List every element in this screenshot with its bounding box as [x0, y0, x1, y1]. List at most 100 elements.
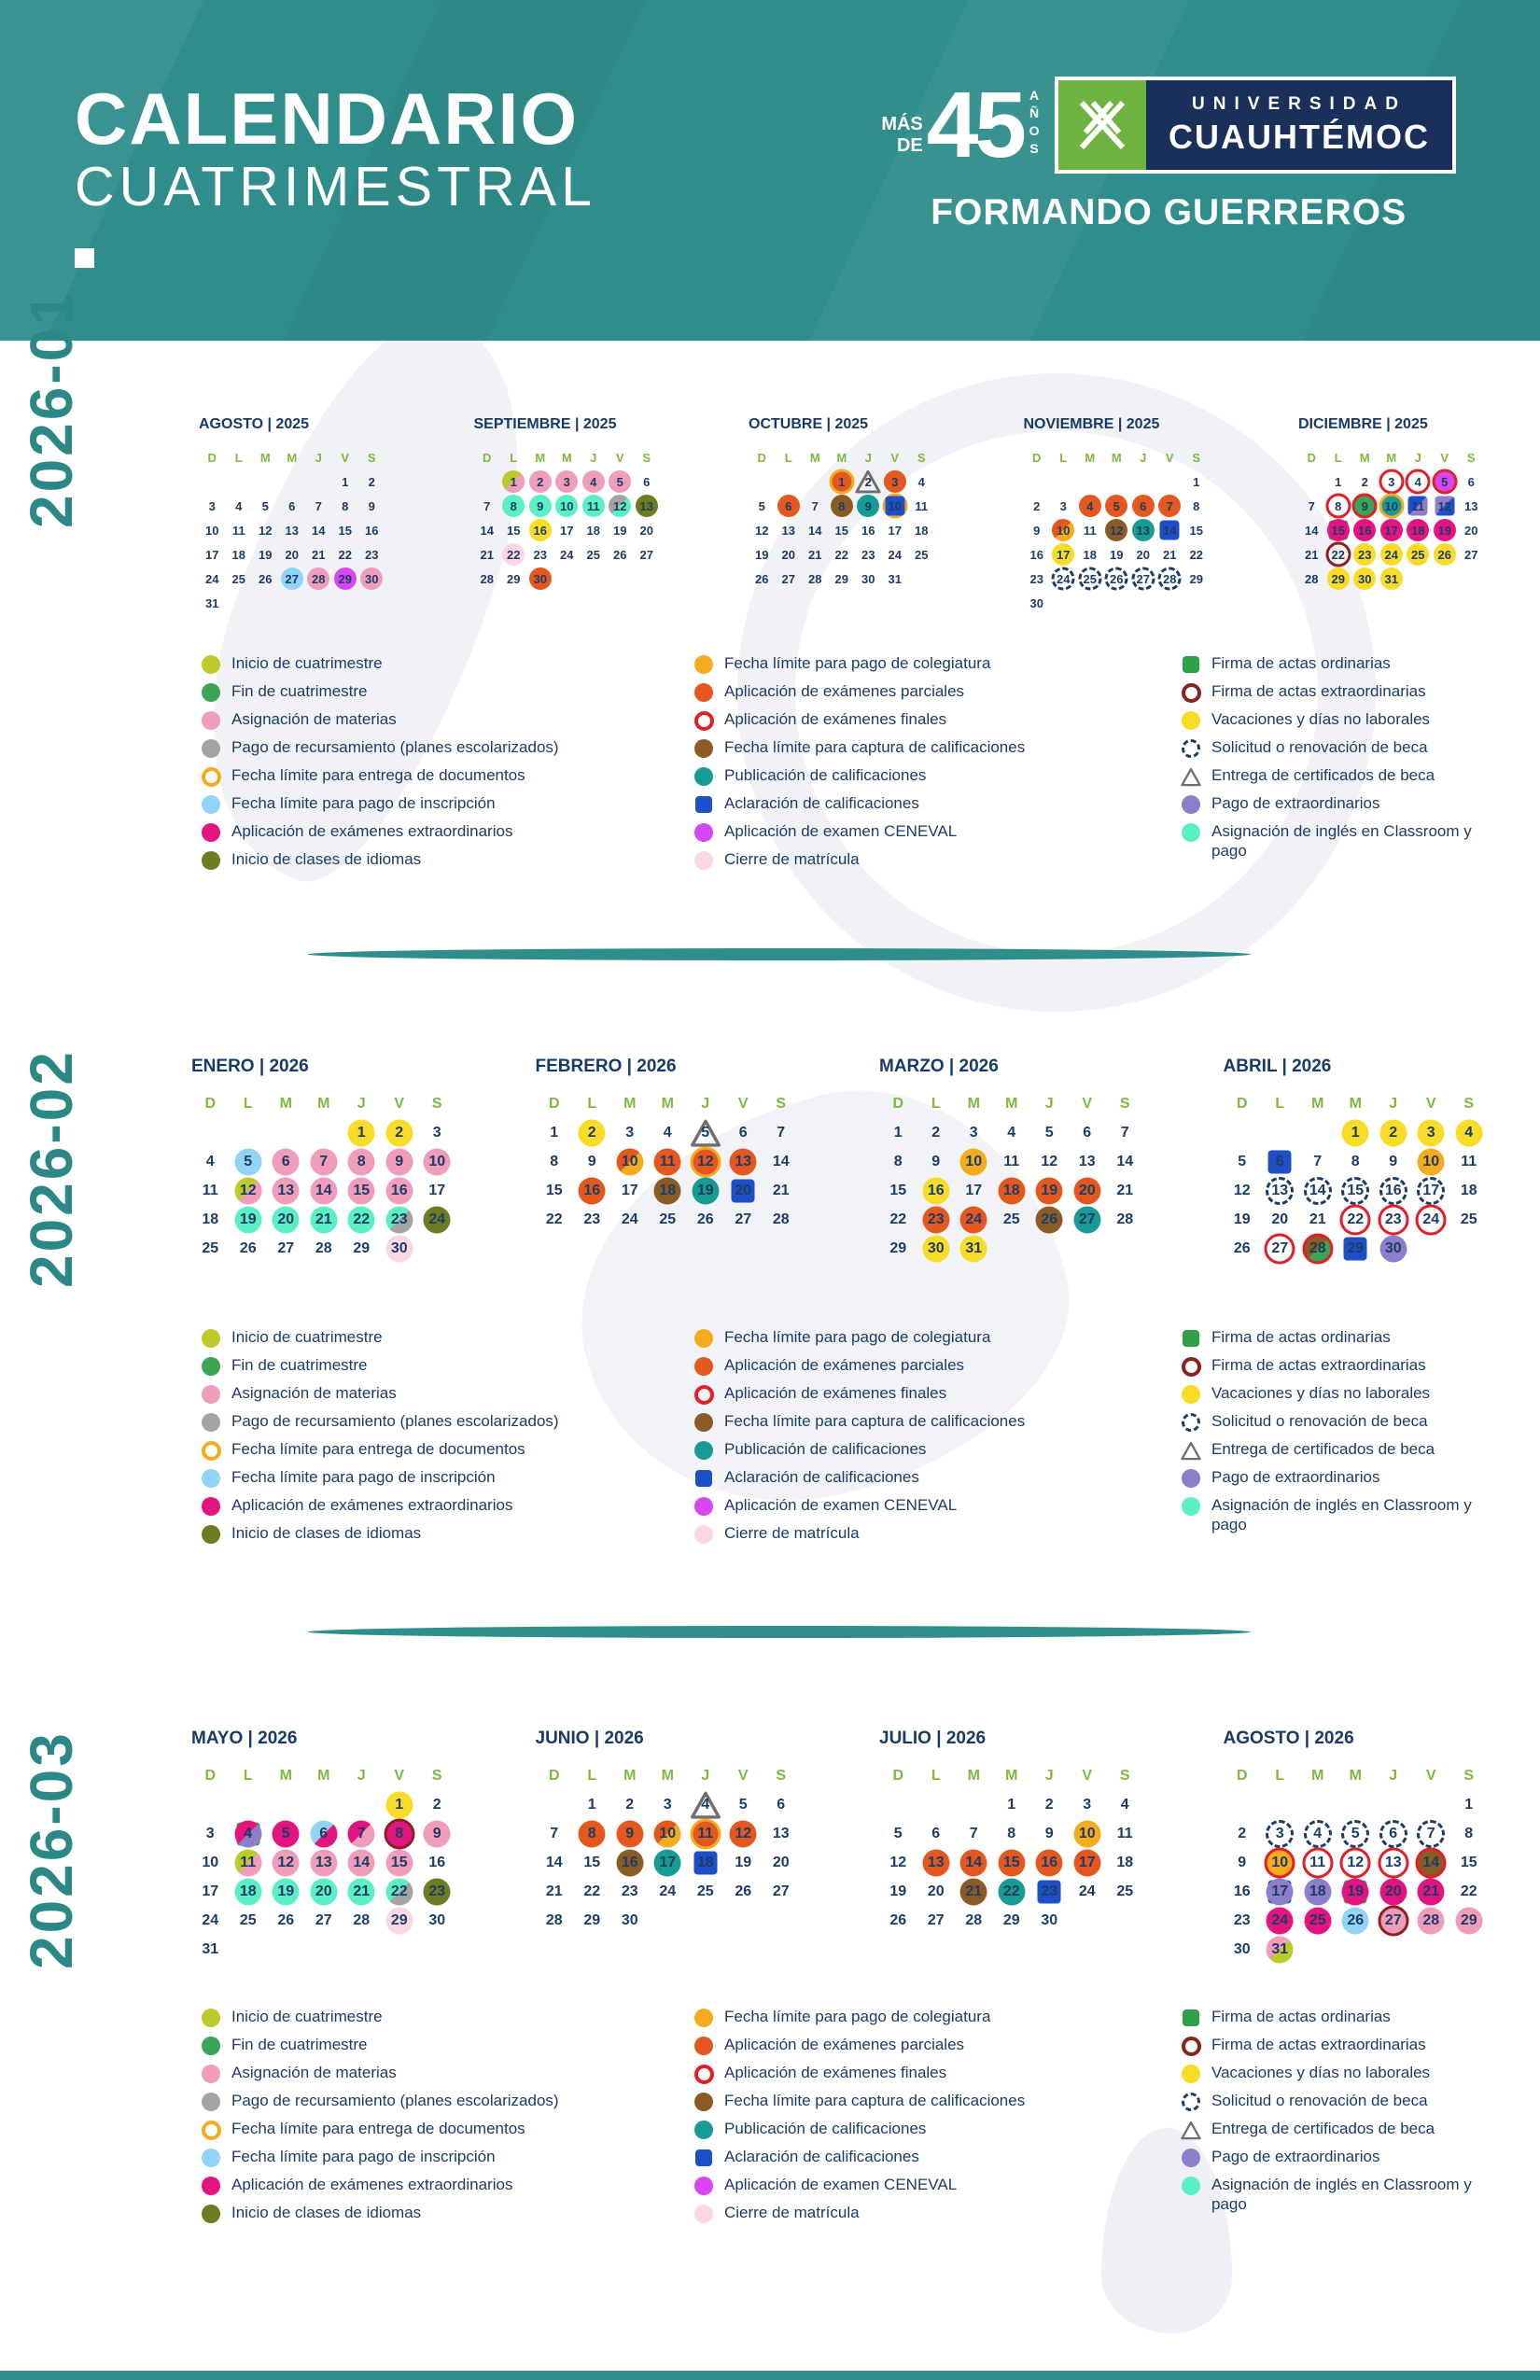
- event-circle-icon: [1433, 519, 1456, 541]
- legend-icon: [693, 2120, 714, 2140]
- day-cell: 26: [252, 567, 279, 591]
- event-ring-icon: [1379, 469, 1405, 495]
- day-cell: 4: [1077, 494, 1104, 518]
- day-cell: 4: [226, 494, 253, 518]
- day-number: 5: [1441, 474, 1449, 489]
- day-cell: 4: [1405, 469, 1432, 495]
- legend-icon: [201, 850, 221, 871]
- day-cell: 16: [1351, 518, 1379, 542]
- day-number: 4: [1086, 498, 1094, 513]
- day-cell: 2: [917, 1118, 956, 1147]
- legend-column: Firma de actas ordinarias Firma de actas …: [1181, 653, 1507, 877]
- legend-item: Entrega de certificados de beca: [1181, 1439, 1507, 1467]
- scholarship-dashed-circle-icon: [1341, 1176, 1370, 1205]
- event-circle-icon: [502, 470, 525, 493]
- day-cell: 16: [611, 1848, 650, 1877]
- event-circle-icon: [694, 2093, 713, 2111]
- day-cell: 21: [474, 542, 501, 567]
- day-number: 11: [1083, 523, 1097, 538]
- day-number: 1: [1351, 1124, 1360, 1141]
- day-cell: 8: [1325, 493, 1352, 519]
- day-number: 6: [1140, 498, 1147, 513]
- event-circle-icon: [202, 1357, 220, 1376]
- day-grid: 1 2 3 4 5 6 7 8 9 10 11 12 13 14 15 16 17 18 19 20 21 22 23 24 2…: [191, 1118, 456, 1263]
- day-number: 2: [432, 1796, 441, 1813]
- day-cell: 19: [749, 542, 776, 567]
- day-cell: 27: [305, 1906, 343, 1935]
- legend-label: Fecha límite para entrega de documentos: [231, 2120, 525, 2137]
- month-title: AGOSTO | 2026: [1223, 1729, 1354, 1748]
- empty-cell: [1375, 1790, 1413, 1819]
- day-number: 4: [244, 1825, 253, 1841]
- day-number: 5: [261, 498, 269, 513]
- legend-label: Aplicación de exámenes finales: [724, 1384, 947, 1402]
- day-number: 11: [231, 523, 245, 538]
- legend-item: Asignación de inglés en Classroom y pago: [1181, 1495, 1507, 1535]
- day-number: 6: [1275, 1153, 1284, 1169]
- day-cell: 17: [1050, 542, 1077, 567]
- day-number: 2: [931, 1124, 941, 1141]
- day-cell: 8: [1337, 1147, 1375, 1176]
- legend-icon: [1181, 1412, 1201, 1433]
- day-cell: 12: [267, 1848, 305, 1877]
- day-cell: 3: [1412, 1118, 1450, 1147]
- legend-icon: [201, 2008, 221, 2028]
- weekday-label: S: [1119, 1095, 1130, 1112]
- day-number: 22: [545, 1211, 563, 1227]
- day-number: 25: [915, 547, 929, 562]
- weekday-label: M: [1311, 1767, 1324, 1784]
- day-number: 20: [1136, 547, 1150, 562]
- legend-item: Fecha límite para pago de colegiatura: [693, 2007, 1181, 2035]
- day-number: 9: [432, 1825, 441, 1841]
- day-number: 29: [1460, 1911, 1477, 1928]
- day-cell: 21: [955, 1877, 993, 1906]
- day-number: 22: [507, 547, 521, 562]
- legend-label: Fecha límite para pago de colegiatura: [724, 2008, 991, 2025]
- legend-column: Fecha límite para pago de colegiatura Apl…: [693, 2007, 1181, 2231]
- day-cell: 6: [917, 1819, 956, 1848]
- event-circle-icon: [202, 2037, 220, 2055]
- day-cell: 24: [199, 567, 226, 591]
- day-cell: 10: [1069, 1819, 1107, 1848]
- day-number: 21: [965, 1883, 983, 1899]
- legend-icon: [1181, 1496, 1201, 1517]
- certificate-triangle-icon: [1181, 1440, 1201, 1462]
- day-number: 14: [545, 1854, 563, 1870]
- day-cell: 6: [279, 494, 306, 518]
- day-cell: 3: [1069, 1790, 1107, 1819]
- legend-icon: [1181, 2148, 1201, 2168]
- day-number: 16: [1029, 547, 1043, 562]
- event-circle-icon: [1417, 1878, 1445, 1905]
- event-circle-icon: [694, 1329, 713, 1348]
- day-cell: 11: [908, 494, 935, 518]
- day-cell: 4: [908, 469, 935, 494]
- weekday-label: M: [1311, 1095, 1324, 1112]
- day-cell: 6: [724, 1118, 763, 1147]
- day-cell: 21: [802, 542, 829, 567]
- day-cell: 9: [1024, 518, 1051, 542]
- event-ring-icon: [201, 2120, 221, 2140]
- event-circle-icon: [1455, 1907, 1483, 1934]
- legend-label: Firma de actas extraordinarias: [1211, 682, 1426, 700]
- legend-item: Fecha límite para captura de calificacio…: [693, 2091, 1181, 2119]
- day-number: 2: [368, 474, 375, 489]
- day-cell: 1: [993, 1790, 1031, 1819]
- legend-label: Asignación de inglés en Classroom y pago: [1211, 2176, 1472, 2214]
- day-cell: 25: [687, 1877, 725, 1906]
- legend-label: Aplicación de exámenes finales: [724, 2064, 947, 2081]
- day-cell: 23: [381, 1205, 419, 1234]
- day-cell: 30: [1375, 1234, 1413, 1263]
- day-number: 29: [1002, 1911, 1020, 1928]
- legend-label: Vacaciones y días no laborales: [1211, 1384, 1431, 1402]
- legend-icon: [693, 2008, 714, 2028]
- event-circle-icon: [307, 567, 330, 590]
- event-circle-icon: [1182, 1497, 1200, 1516]
- event-circle-icon: [360, 567, 384, 590]
- day-cell: 24: [1379, 542, 1406, 567]
- day-cell: 23: [1030, 1877, 1069, 1906]
- day-cell: 22: [573, 1877, 611, 1906]
- day-cell: 14: [1412, 1847, 1450, 1878]
- legend-icon: [693, 710, 714, 731]
- weekday-label: V: [890, 450, 900, 465]
